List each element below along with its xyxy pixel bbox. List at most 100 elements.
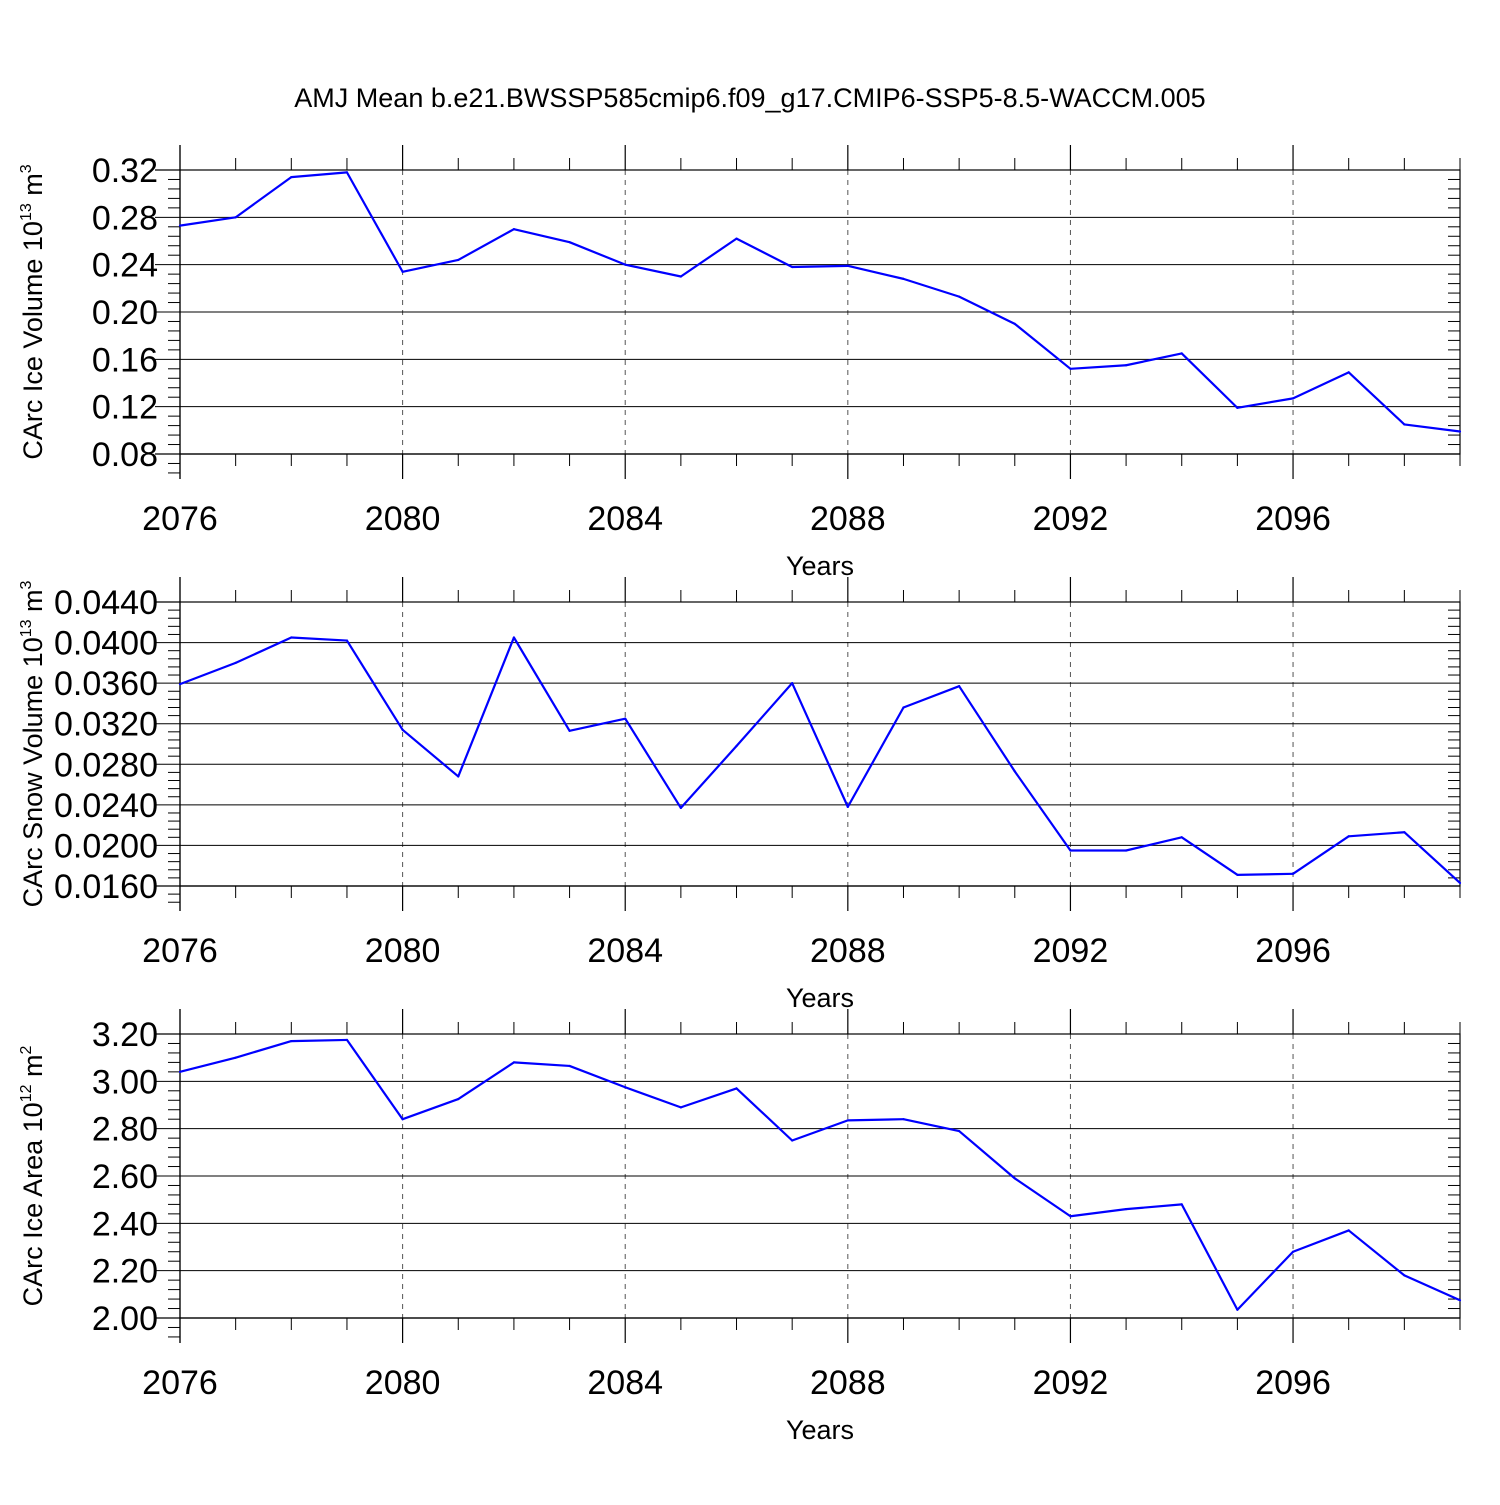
x-tick-label: 2076 — [142, 1364, 218, 1402]
series-line-segment — [568, 241, 627, 266]
series-line-segment — [958, 1129, 1016, 1180]
y-axis-label-text: CArc Snow Volume 10 — [18, 637, 48, 907]
series-line-segment — [1180, 1203, 1239, 1311]
series-line-segment — [735, 237, 794, 269]
series-line-segment — [1291, 371, 1350, 400]
y-tick-label: 0.0200 — [54, 827, 158, 865]
y-axis-label-unit-exponent: 2 — [18, 1046, 35, 1055]
y-axis-label: CArc Snow Volume 1013 m3 — [18, 580, 48, 907]
y-tick-label: 0.0320 — [54, 706, 158, 744]
y-tick-label: 2.20 — [92, 1253, 158, 1291]
series-line-segment — [512, 636, 571, 732]
series-line-segment — [791, 264, 849, 269]
series-line-segment — [1403, 831, 1462, 885]
series-line-segment — [568, 1064, 627, 1089]
x-tick-label: 2084 — [587, 932, 663, 970]
series-line-segment — [178, 661, 237, 686]
y-tick-label: 0.20 — [92, 294, 158, 332]
series-line-segment — [457, 228, 516, 262]
chart-panel-3: 2076 2080 2084 2088 2092 2096 2.00 2.20 2.40 2.60… — [18, 1009, 1462, 1445]
y-tick-label: 0.0400 — [54, 625, 158, 663]
series-line-segment — [846, 1118, 905, 1122]
series-line-segment — [902, 685, 961, 709]
series-line-segment — [1069, 364, 1128, 370]
series-line-segment — [902, 277, 961, 298]
series-line-segment — [345, 639, 404, 731]
y-axis-label-exponent: 13 — [18, 203, 35, 221]
series-line-segment — [1347, 1229, 1406, 1277]
series-line-segment — [791, 682, 849, 808]
series-line-segment — [1069, 1208, 1128, 1218]
x-tick-label: 2096 — [1255, 932, 1331, 970]
y-tick-label: 3.20 — [92, 1016, 158, 1054]
y-tick-label: 0.0440 — [54, 584, 158, 622]
y-axis-label-unit-exponent: 3 — [18, 164, 35, 173]
x-tick-label: 2076 — [142, 500, 218, 538]
series-line-segment — [1180, 836, 1239, 876]
series-line-segment — [679, 1087, 738, 1109]
series-line-segment — [457, 636, 516, 778]
y-tick-label: 0.08 — [92, 436, 158, 474]
x-tick-label: 2080 — [365, 1364, 441, 1402]
y-axis-label-text: CArc Ice Volume 10 — [18, 221, 48, 460]
series-line-segment — [1403, 423, 1462, 433]
x-tick-label: 2076 — [142, 932, 218, 970]
y-tick-label: 2.60 — [92, 1158, 158, 1196]
x-tick-label: 2080 — [365, 932, 441, 970]
series-line-segment — [1124, 1203, 1183, 1211]
series-line-segment — [902, 1118, 961, 1133]
series-line-segment — [290, 636, 349, 642]
series-line-segment — [1291, 835, 1350, 875]
series-line-segment — [234, 1039, 293, 1059]
y-tick-label: 2.80 — [92, 1111, 158, 1149]
series-line-segment — [1013, 1177, 1072, 1218]
y-axis-label-exponent: 12 — [18, 1084, 35, 1102]
y-tick-label: 0.0280 — [54, 746, 158, 784]
series-line-segment — [1013, 322, 1072, 370]
y-axis-label-exponent: 13 — [18, 619, 35, 637]
y-axis-label: CArc Ice Area 1012 m2 — [18, 1046, 48, 1307]
x-tick-label: 2096 — [1255, 1364, 1331, 1402]
series-line-segment — [234, 176, 293, 219]
series-line-segment — [345, 1038, 404, 1121]
y-tick-label: 0.28 — [92, 199, 158, 237]
series-line-segment — [958, 295, 1016, 325]
series-line-segment — [1347, 831, 1406, 838]
y-tick-label: 2.40 — [92, 1205, 158, 1243]
y-axis-label-text: CArc Ice Area 10 — [18, 1102, 48, 1306]
series-line-segment — [1013, 770, 1072, 852]
series-line-segment — [1347, 371, 1406, 426]
series-line-segment — [1236, 1250, 1295, 1311]
y-tick-label: 0.0160 — [54, 868, 158, 906]
x-tick-label: 2080 — [365, 500, 441, 538]
series-line-segment — [791, 1119, 849, 1142]
series-line-segment — [1236, 872, 1295, 876]
y-axis-label-unit: m — [18, 173, 48, 203]
figure-title: AMJ Mean b.e21.BWSSP585cmip6.f09_g17.CMI… — [294, 83, 1205, 113]
y-tick-label: 0.24 — [92, 247, 158, 285]
series-line-segment — [512, 1061, 571, 1068]
x-tick-label: 2096 — [1255, 500, 1331, 538]
y-tick-label: 0.32 — [92, 152, 158, 190]
series-line-segment — [679, 237, 738, 278]
y-axis-label-unit: m — [18, 589, 48, 619]
series-line-segment — [846, 706, 905, 808]
series-line-segment — [1291, 1229, 1350, 1253]
series-line-segment — [512, 228, 571, 244]
chart-panel-1: 2076 2080 2084 2088 2092 2096 0.08 0.12 0.16 0.20… — [18, 145, 1462, 581]
x-tick-label: 2088 — [810, 500, 886, 538]
series-line-segment — [457, 1061, 516, 1101]
x-tick-label: 2092 — [1033, 932, 1109, 970]
series-line-segment — [624, 263, 682, 278]
series-line-segment — [1180, 352, 1239, 409]
y-tick-label: 2.00 — [92, 1300, 158, 1338]
series-line-segment — [345, 171, 404, 273]
series-line-segment — [178, 216, 237, 227]
series-line-segment — [401, 258, 460, 273]
series-line-segment — [401, 1097, 460, 1121]
series-line-segment — [290, 1038, 349, 1043]
x-tick-label: 2088 — [810, 932, 886, 970]
series-line-segment — [178, 1056, 237, 1073]
